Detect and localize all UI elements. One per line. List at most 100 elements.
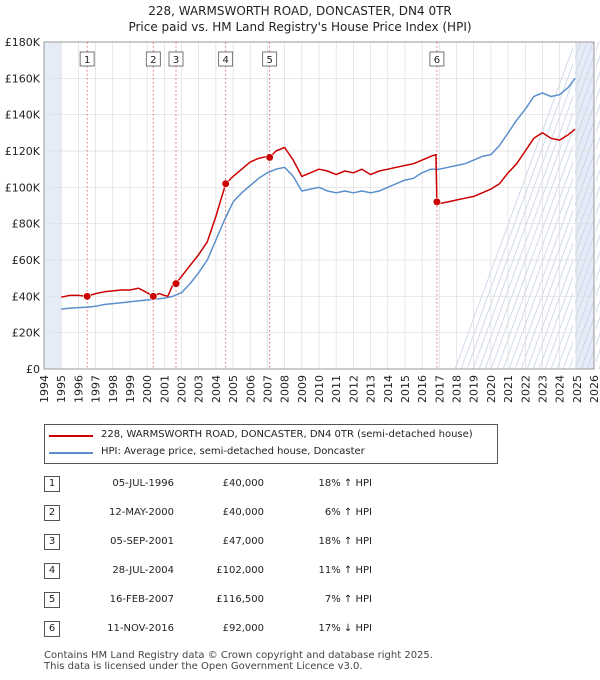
x-tick-label: 2016 xyxy=(416,375,429,403)
sale-number-label: 2 xyxy=(150,55,156,66)
sale-number-box xyxy=(168,51,184,67)
x-tick-label: 2011 xyxy=(330,375,343,403)
x-tick-label: 2004 xyxy=(210,375,223,403)
hatch-line xyxy=(550,234,600,370)
x-tick-label: 1996 xyxy=(72,375,85,403)
transaction-price: £102,000 xyxy=(216,565,264,576)
transaction-row: 6 11-NOV-2016 £92,000 17% ↓ HPI xyxy=(44,621,444,639)
shaded-span-1 xyxy=(44,42,62,369)
chart-title: 228, WARMSWORTH ROAD, DONCASTER, DN4 0TR xyxy=(148,4,452,18)
x-tick-label: 2013 xyxy=(365,375,378,403)
hatch-line xyxy=(532,185,600,370)
legend-hpi-swatch xyxy=(49,452,93,454)
x-tick-label: 2026 xyxy=(588,375,600,403)
hatch-line xyxy=(508,120,600,370)
x-tick-label: 1997 xyxy=(90,375,103,403)
x-tick-label: 2000 xyxy=(141,375,154,403)
sale-number-label: 3 xyxy=(173,55,179,66)
transaction-date: 11-NOV-2016 xyxy=(107,623,174,634)
y-tick-label: £180K xyxy=(5,36,41,49)
transaction-hpi-change: 7% ↑ HPI xyxy=(324,594,372,605)
transaction-number: 1 xyxy=(44,476,60,492)
x-tick-label: 2008 xyxy=(279,375,292,403)
transaction-hpi-change: 18% ↑ HPI xyxy=(318,536,372,547)
transaction-date: 28-JUL-2004 xyxy=(112,565,174,576)
sale-number-box xyxy=(262,51,278,67)
hatch-line xyxy=(490,71,600,370)
hatch-line xyxy=(562,267,600,370)
footer: Contains HM Land Registry data © Crown c… xyxy=(44,650,433,672)
footer-licence: This data is licensed under the Open Gov… xyxy=(44,661,363,672)
transaction-price: £40,000 xyxy=(222,507,264,518)
y-tick-label: £80K xyxy=(12,218,41,231)
transaction-row: 3 05-SEP-2001 £47,000 18% ↑ HPI xyxy=(44,534,444,552)
transaction-number: 4 xyxy=(44,563,60,579)
sale-number-box xyxy=(218,51,234,67)
sale-number-box xyxy=(429,51,445,67)
transaction-hpi-change: 18% ↑ HPI xyxy=(318,478,372,489)
sale-point xyxy=(149,292,158,301)
transaction-row: 2 12-MAY-2000 £40,000 6% ↑ HPI xyxy=(44,505,444,523)
sale-point xyxy=(221,179,230,188)
transaction-date: 05-JUL-1996 xyxy=(112,478,174,489)
transaction-number: 6 xyxy=(44,621,60,637)
legend-property-label: 228, WARMSWORTH ROAD, DONCASTER, DN4 0TR… xyxy=(101,429,473,440)
hatch-line xyxy=(526,169,600,370)
hatch-line xyxy=(478,41,600,370)
x-tick-label: 1995 xyxy=(55,375,68,403)
transaction-price: £116,500 xyxy=(216,594,264,605)
sale-point xyxy=(265,153,274,162)
x-tick-label: 2024 xyxy=(554,375,567,403)
sale-number-box xyxy=(145,51,161,67)
hatch-line xyxy=(544,218,600,370)
x-tick-label: 2007 xyxy=(261,375,274,403)
hatch-line xyxy=(568,283,600,370)
x-tick-label: 2005 xyxy=(227,375,240,403)
hatch-line xyxy=(538,201,600,370)
x-tick-label: 2018 xyxy=(451,375,464,403)
x-tick-label: 2010 xyxy=(313,375,326,403)
x-tick-label: 2001 xyxy=(158,375,171,403)
sale-point xyxy=(83,292,92,301)
x-tick-label: 2012 xyxy=(347,375,360,403)
transaction-date: 05-SEP-2001 xyxy=(110,536,174,547)
y-tick-label: £120K xyxy=(5,145,41,158)
transaction-number: 5 xyxy=(44,592,60,608)
transaction-hpi-change: 6% ↑ HPI xyxy=(324,507,372,518)
x-tick-label: 2019 xyxy=(468,375,481,403)
sale-number-label: 5 xyxy=(266,55,272,66)
transaction-hpi-change: 17% ↓ HPI xyxy=(318,623,372,634)
y-tick-label: £60K xyxy=(12,254,41,267)
sale-number-label: 4 xyxy=(222,55,228,66)
plot-border xyxy=(43,41,595,370)
hatch-clip-edge xyxy=(573,40,596,371)
transaction-row: 4 28-JUL-2004 £102,000 11% ↑ HPI xyxy=(44,563,444,581)
y-tick-label: £140K xyxy=(5,109,41,122)
legend-hpi-label: HPI: Average price, semi-detached house,… xyxy=(101,446,365,457)
transaction-number: 2 xyxy=(44,505,60,521)
y-tick-label: £0 xyxy=(26,363,40,376)
transaction-hpi-change: 11% ↑ HPI xyxy=(318,565,372,576)
transaction-row: 1 05-JUL-1996 £40,000 18% ↑ HPI xyxy=(44,476,444,494)
sale-point xyxy=(432,197,442,206)
transaction-number: 3 xyxy=(44,534,60,550)
shaded-span-2 xyxy=(575,42,594,369)
hatch-line xyxy=(460,41,582,370)
y-tick-label: £20K xyxy=(12,327,41,340)
x-tick-label: 2020 xyxy=(485,375,498,403)
x-tick-label: 2023 xyxy=(536,375,549,403)
hatch-line xyxy=(496,87,600,370)
sale-number-box xyxy=(79,51,95,67)
x-tick-label: 2017 xyxy=(433,375,446,403)
transaction-price: £47,000 xyxy=(222,536,264,547)
y-tick-label: £100K xyxy=(5,181,41,194)
transaction-date: 16-FEB-2007 xyxy=(109,594,174,605)
x-tick-label: 2003 xyxy=(193,375,206,403)
y-tick-label: £160K xyxy=(5,72,41,85)
x-tick-label: 2006 xyxy=(244,375,257,403)
price-chart: £0 £20K £40K £60K £80K £100K £120K £140K £160K £1… xyxy=(5,36,600,403)
footer-copyright: Contains HM Land Registry data © Crown c… xyxy=(44,650,433,661)
x-tick-label: 2014 xyxy=(382,375,395,403)
hatch-line xyxy=(502,103,600,370)
x-tick-label: 2021 xyxy=(502,375,515,403)
